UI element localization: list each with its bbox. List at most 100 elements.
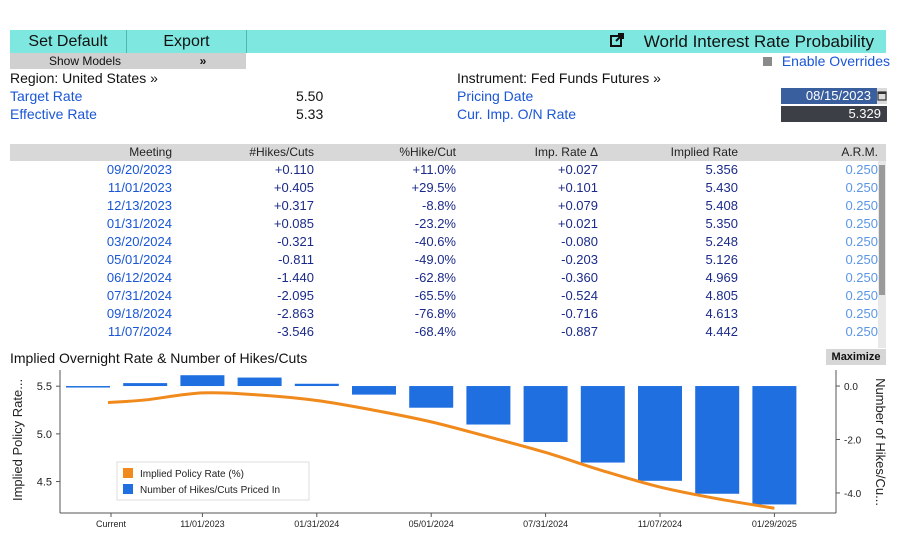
cell-imp-rate-delta: +0.101 xyxy=(557,180,598,195)
table-row[interactable]: 07/31/2024 -2.095 -65.5% -0.524 4.805 0.… xyxy=(10,287,878,305)
cell-imp-rate-delta: -0.203 xyxy=(561,252,598,267)
export-button[interactable]: Export xyxy=(163,33,210,50)
cell-hikes-cuts: +0.405 xyxy=(273,180,314,195)
cell-imp-rate-delta: -0.716 xyxy=(561,306,598,321)
cell-pct-hike-cut: -68.4% xyxy=(414,324,456,339)
cell-hikes-cuts: +0.110 xyxy=(274,162,314,177)
series-line-implied-policy-rate xyxy=(107,391,775,510)
chart-bar xyxy=(638,386,682,481)
chart-bar xyxy=(466,386,511,425)
cell-hikes-cuts: +0.085 xyxy=(273,216,314,231)
cell-arm: 0.250 xyxy=(845,198,878,213)
cell-meeting: 07/31/2024 xyxy=(106,288,172,303)
cell-pct-hike-cut: -49.0% xyxy=(414,252,456,267)
cell-pct-hike-cut: +29.5% xyxy=(411,180,456,195)
cell-implied-rate: 4.613 xyxy=(705,306,738,321)
col-header-pct-hike-cut[interactable]: %Hike/Cut xyxy=(399,145,456,159)
cell-imp-rate-delta: -0.080 xyxy=(561,234,598,249)
col-header-hikes-cuts[interactable]: #Hikes/Cuts xyxy=(249,145,314,159)
set-default-button[interactable]: Set Default xyxy=(28,33,108,50)
cell-hikes-cuts: -0.321 xyxy=(277,234,314,249)
region-selector[interactable]: Region: United States » xyxy=(10,70,158,86)
effective-rate-label: Effective Rate xyxy=(10,106,97,122)
cell-pct-hike-cut: -65.5% xyxy=(414,288,456,303)
cell-implied-rate: 4.442 xyxy=(705,324,738,339)
cell-arm: 0.250 xyxy=(845,252,878,267)
chart-bar xyxy=(580,386,625,463)
col-header-implied-rate[interactable]: Implied Rate xyxy=(670,145,738,159)
chart-bar xyxy=(123,383,168,387)
col-header-meeting[interactable]: Meeting xyxy=(129,145,172,159)
chart-bar xyxy=(66,386,110,388)
calendar-icon[interactable] xyxy=(877,88,887,104)
table-row[interactable]: 11/01/2023 +0.405 +29.5% +0.101 5.430 0.… xyxy=(10,179,878,197)
y-right-tick-label: 0.0 xyxy=(844,382,858,393)
cell-imp-rate-delta: +0.027 xyxy=(557,162,598,177)
show-models-button[interactable]: Show Models xyxy=(48,54,122,68)
toolbar-divider xyxy=(246,30,247,53)
cell-pct-hike-cut: -23.2% xyxy=(414,216,456,231)
table-row[interactable]: 11/07/2024 -3.546 -68.4% -0.887 4.442 0.… xyxy=(10,323,878,341)
cur-imp-rate-field: 5.329 xyxy=(781,106,887,122)
cell-arm: 0.250 xyxy=(845,216,878,231)
cell-meeting: 12/13/2023 xyxy=(106,198,172,213)
table-row[interactable]: 03/20/2024 -0.321 -40.6% -0.080 5.248 0.… xyxy=(10,233,878,251)
table-header xyxy=(10,144,886,161)
checkbox-icon[interactable] xyxy=(763,57,772,66)
instrument-selector[interactable]: Instrument: Fed Funds Futures » xyxy=(457,70,661,86)
chart-title: Implied Overnight Rate & Number of Hikes… xyxy=(10,350,308,366)
y-right-tick-label: -4.0 xyxy=(844,489,862,500)
table-row[interactable]: 12/13/2023 +0.317 -8.8% +0.079 5.408 0.2… xyxy=(10,197,878,215)
pricing-date-input[interactable]: 08/15/2023 xyxy=(781,88,877,104)
x-tick-label: Current xyxy=(96,519,127,529)
cell-meeting: 11/07/2024 xyxy=(107,324,172,339)
x-tick-label: 07/31/2024 xyxy=(523,519,568,529)
expand-icon[interactable]: » xyxy=(199,54,207,68)
cell-arm: 0.250 xyxy=(845,180,878,195)
external-link-icon[interactable] xyxy=(610,33,624,47)
chart-bar xyxy=(237,377,282,387)
x-tick-label: 05/01/2024 xyxy=(409,519,454,529)
table-row[interactable]: 09/18/2024 -2.863 -76.8% -0.716 4.613 0.… xyxy=(10,305,878,323)
cell-hikes-cuts: -1.440 xyxy=(277,270,314,285)
cell-implied-rate: 5.248 xyxy=(705,234,738,249)
cell-implied-rate: 5.430 xyxy=(705,180,738,195)
x-tick-label: 01/29/2025 xyxy=(752,519,797,529)
cell-arm: 0.250 xyxy=(845,162,878,177)
y-axis-right-title: Number of Hikes/Cu... xyxy=(873,378,888,506)
sub-toolbar xyxy=(10,53,246,69)
x-tick-label: 01/31/2024 xyxy=(294,519,339,529)
maximize-button[interactable]: Maximize xyxy=(826,349,886,365)
y-axis-left-title: Implied Policy Rate... xyxy=(10,379,25,501)
target-rate-value: 5.50 xyxy=(296,88,324,104)
cell-hikes-cuts: -2.095 xyxy=(277,288,314,303)
cell-imp-rate-delta: -0.524 xyxy=(561,288,598,303)
cell-pct-hike-cut: -76.8% xyxy=(414,306,456,321)
chart-bar xyxy=(352,386,396,395)
cell-implied-rate: 4.969 xyxy=(705,270,738,285)
cell-imp-rate-delta: +0.079 xyxy=(557,198,598,213)
table-body: 09/20/2023 +0.110 +11.0% +0.027 5.356 0.… xyxy=(0,161,900,348)
cell-imp-rate-delta: +0.021 xyxy=(557,216,598,231)
cell-meeting: 09/18/2024 xyxy=(106,306,172,321)
table-row[interactable]: 05/01/2024 -0.811 -49.0% -0.203 5.126 0.… xyxy=(10,251,878,269)
cell-implied-rate: 5.126 xyxy=(705,252,738,267)
cell-implied-rate: 5.408 xyxy=(705,198,738,213)
chart-bar xyxy=(294,383,339,387)
chart-bar xyxy=(180,375,225,387)
enable-overrides-link[interactable]: Enable Overrides xyxy=(781,53,890,69)
table-row[interactable]: 06/12/2024 -1.440 -62.8% -0.360 4.969 0.… xyxy=(10,269,878,287)
table-row[interactable]: 01/31/2024 +0.085 -23.2% +0.021 5.350 0.… xyxy=(10,215,878,233)
target-rate-label: Target Rate xyxy=(10,88,83,104)
page-title: World Interest Rate Probability xyxy=(643,32,874,51)
scrollbar-thumb[interactable] xyxy=(879,165,885,295)
y-left-tick-label: 5.0 xyxy=(37,429,52,441)
cell-implied-rate: 5.350 xyxy=(705,216,738,231)
legend-label: Implied Policy Rate (%) xyxy=(140,469,244,480)
cell-pct-hike-cut: -8.8% xyxy=(422,198,456,213)
cell-meeting: 03/20/2024 xyxy=(106,234,172,249)
col-header-imp-rate-delta[interactable]: Imp. Rate Δ xyxy=(534,145,598,159)
col-header-arm[interactable]: A.R.M. xyxy=(841,145,878,159)
table-row[interactable]: 09/20/2023 +0.110 +11.0% +0.027 5.356 0.… xyxy=(10,161,878,179)
cur-imp-rate-label: Cur. Imp. O/N Rate xyxy=(457,106,577,122)
